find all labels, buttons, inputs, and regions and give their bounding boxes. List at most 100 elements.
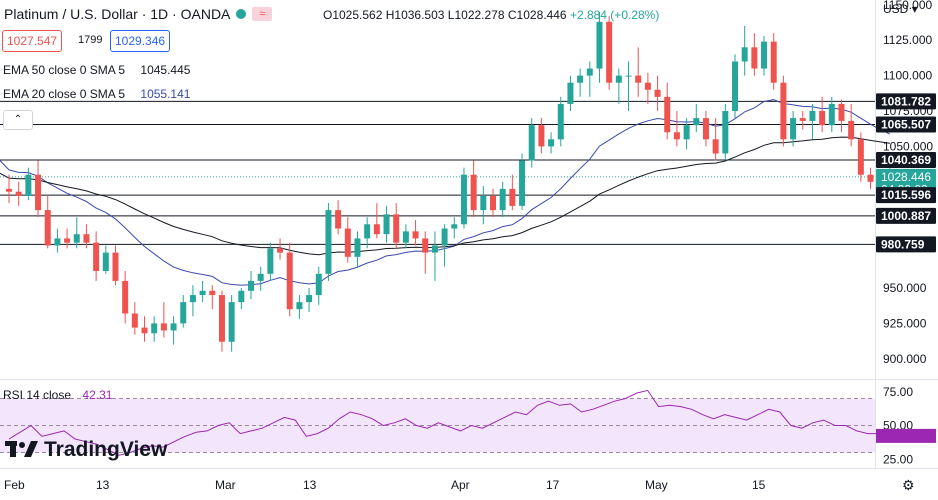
candle[interactable] [635, 75, 642, 83]
candle[interactable] [422, 238, 429, 253]
candle[interactable] [296, 302, 303, 310]
settings-gear-icon[interactable]: ⚙ [902, 477, 915, 493]
candle[interactable] [586, 68, 593, 76]
candle[interactable] [64, 238, 71, 243]
candle[interactable] [6, 188, 12, 192]
candle[interactable] [25, 174, 32, 196]
candle[interactable] [867, 174, 874, 182]
candle[interactable] [102, 252, 109, 271]
rsi-line[interactable] [8, 389, 891, 456]
candle[interactable] [228, 302, 235, 342]
candle[interactable] [383, 214, 390, 235]
candle[interactable] [15, 191, 22, 196]
price-scale-label[interactable] [876, 116, 936, 133]
candle[interactable] [44, 210, 51, 246]
price-scale-label[interactable] [876, 93, 936, 110]
candle[interactable] [490, 195, 496, 211]
price-scale-label[interactable] [876, 187, 936, 204]
candle[interactable] [441, 228, 448, 246]
candle[interactable] [828, 103, 835, 126]
candle[interactable] [83, 234, 90, 243]
candle[interactable] [567, 82, 574, 104]
candle[interactable] [286, 252, 293, 310]
candle[interactable] [315, 273, 322, 296]
candle[interactable] [73, 234, 80, 243]
candle[interactable] [160, 323, 167, 331]
candle[interactable] [267, 248, 274, 274]
candle[interactable] [528, 125, 535, 161]
candle[interactable] [364, 224, 371, 239]
candle[interactable] [199, 290, 206, 296]
candle[interactable] [732, 61, 738, 112]
candle[interactable] [180, 302, 187, 324]
candle[interactable] [848, 120, 855, 140]
candle[interactable] [509, 188, 516, 206]
tradingview-logo[interactable]: TradingView [5, 438, 167, 462]
candle[interactable] [819, 111, 826, 126]
candle[interactable] [325, 210, 332, 274]
buy-price-button[interactable]: 1029.346 [110, 30, 171, 52]
candle[interactable] [770, 41, 777, 83]
candle[interactable] [373, 224, 380, 235]
candle[interactable] [499, 188, 506, 211]
candle[interactable] [218, 295, 225, 342]
candle[interactable] [712, 139, 719, 154]
candle[interactable] [761, 41, 768, 69]
candle[interactable] [790, 118, 797, 140]
candle[interactable] [112, 252, 119, 281]
candle[interactable] [741, 47, 748, 62]
candle[interactable] [722, 111, 729, 154]
price-scale-label[interactable] [876, 207, 936, 224]
candle[interactable] [606, 21, 613, 83]
candle[interactable] [519, 160, 526, 206]
candle[interactable] [693, 118, 700, 126]
candle[interactable] [306, 295, 313, 303]
candle[interactable] [209, 290, 216, 296]
price-scale-label[interactable] [876, 168, 936, 185]
candle[interactable] [615, 75, 622, 83]
candle[interactable] [654, 89, 661, 97]
candle[interactable] [470, 174, 477, 211]
candle[interactable] [557, 103, 564, 140]
sell-price-button[interactable]: 1027.547 [2, 30, 63, 52]
candle[interactable] [238, 290, 245, 303]
indicator-toggle-icon[interactable]: ≈ [252, 7, 273, 21]
candle[interactable] [257, 273, 264, 281]
candle[interactable] [170, 323, 177, 331]
candle[interactable] [577, 75, 584, 83]
candle[interactable] [548, 139, 555, 147]
candle[interactable] [344, 228, 351, 257]
symbol-title[interactable]: Platinum / U.S. Dollar · 1D · OANDA [4, 6, 231, 22]
candle[interactable] [451, 224, 458, 229]
candle[interactable] [538, 125, 545, 147]
currency-selector[interactable]: USD ▾ [883, 2, 918, 16]
candle[interactable] [596, 21, 603, 69]
candle[interactable] [809, 111, 816, 121]
candle[interactable] [412, 231, 419, 239]
candle[interactable] [625, 75, 632, 77]
candle[interactable] [460, 174, 467, 225]
candle[interactable] [131, 313, 138, 328]
candle[interactable] [480, 195, 487, 211]
candle[interactable] [673, 132, 680, 140]
ema50-legend[interactable]: EMA 50 close 0 SMA 5 1045.445 [3, 63, 190, 77]
price-scale-label[interactable] [876, 152, 936, 169]
candle[interactable] [277, 248, 284, 253]
candle[interactable] [402, 231, 409, 243]
candle[interactable] [431, 245, 438, 253]
candle[interactable] [54, 238, 61, 246]
candle[interactable] [248, 280, 254, 291]
candle[interactable] [93, 242, 100, 271]
collapse-legend-button[interactable]: ⌃ [3, 110, 33, 130]
candle[interactable] [189, 295, 196, 303]
candle[interactable] [335, 210, 342, 229]
candle[interactable] [644, 82, 651, 90]
candle[interactable] [702, 118, 709, 140]
candle[interactable] [354, 238, 361, 257]
candle[interactable] [122, 280, 129, 314]
candle[interactable] [141, 327, 148, 334]
candle[interactable] [664, 96, 671, 133]
candle[interactable] [683, 125, 690, 140]
candle[interactable] [751, 47, 758, 69]
candle[interactable] [393, 214, 400, 243]
